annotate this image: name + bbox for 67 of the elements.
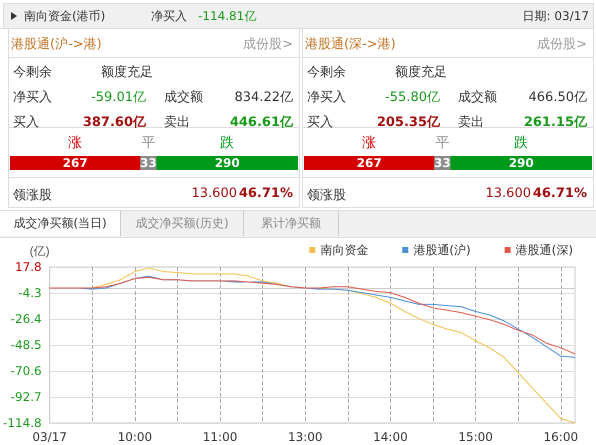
y-tick-label: -92.7 <box>10 390 42 404</box>
text: 今剩余 <box>307 64 346 81</box>
data-label: 267 <box>62 156 88 170</box>
text: 466.50亿 <box>528 89 587 106</box>
y-axis-title: (亿) <box>30 244 50 258</box>
x-tick-label: 10:00 <box>118 430 152 444</box>
x-tick-label: 16:00 <box>544 430 578 444</box>
text: 领涨股 <box>307 187 346 204</box>
x-tick-label: 11:00 <box>202 430 238 444</box>
text: 领涨股 <box>13 187 52 204</box>
text: 446.61亿 <box>230 114 293 131</box>
text: 成份股> <box>537 36 587 53</box>
text: 累计净买额 <box>244 211 339 236</box>
text: 买入 <box>13 114 39 131</box>
text: 13.600 <box>192 186 237 201</box>
legend-label: 港股通(深) <box>516 243 574 257</box>
text: 834.22亿 <box>234 89 293 106</box>
text: 日期: 03/17 <box>522 8 589 25</box>
y-tick-label: -70.6 <box>10 364 42 378</box>
y-tick-label: 17.8 <box>14 260 42 274</box>
text: 额度充足 <box>395 64 447 81</box>
text: 成交净买额(历史) <box>121 211 244 236</box>
y-tick-label: -114.8 <box>2 416 42 430</box>
text: 卖出 <box>164 114 190 131</box>
text: 卖出 <box>458 114 484 131</box>
text: 净买入 <box>151 8 187 25</box>
series-label: 跌 <box>220 135 234 151</box>
text: 买入 <box>307 114 333 131</box>
series-label: 涨 <box>68 135 82 151</box>
text: 46.71% <box>532 186 587 201</box>
legend-label: 港股通(沪) <box>413 243 471 257</box>
y-tick-label: -4.3 <box>18 286 42 300</box>
data-label: 290 <box>508 156 534 170</box>
text: 额度充足 <box>101 64 153 81</box>
text: 净买入 <box>307 89 346 106</box>
text: 成交额 <box>164 89 203 106</box>
text: 13.600 <box>486 186 531 201</box>
text: 387.60亿 <box>82 114 146 131</box>
legend-label: 南向资金 <box>320 243 368 257</box>
x-tick-label: 14:00 <box>373 430 408 444</box>
text: 成份股> <box>243 36 293 53</box>
series-label: 跌 <box>514 135 528 151</box>
series-label: 平 <box>141 135 156 151</box>
data-label: 267 <box>356 156 382 170</box>
series-label: 涨 <box>362 135 376 151</box>
text: 港股通(沪->港) <box>11 36 102 53</box>
data-label: 33 <box>434 156 451 170</box>
series-label: 平 <box>435 135 450 151</box>
x-tick-label: 15:00 <box>458 430 493 444</box>
x-tick-label: 13:00 <box>288 430 323 444</box>
text: 46.71% <box>238 186 293 201</box>
text: 成交额 <box>458 89 497 106</box>
y-tick-label: -48.5 <box>10 338 42 352</box>
text: 净买入 <box>13 89 52 106</box>
text: -55.80亿 <box>385 89 440 106</box>
y-tick-label: -26.4 <box>10 312 42 326</box>
text: -114.81亿 <box>198 8 256 25</box>
text: -59.01亿 <box>91 89 146 106</box>
data-label: 290 <box>214 156 240 170</box>
text: 南向资金(港币) <box>24 8 106 25</box>
data-label: 33 <box>140 156 157 170</box>
text: 今剩余 <box>13 64 52 81</box>
text: 成交净买额(当日) <box>0 211 121 236</box>
text: 261.15亿 <box>524 114 587 131</box>
x-tick-label: 03/17 <box>32 430 67 444</box>
text: 港股通(深->港) <box>305 36 396 53</box>
text: 205.35亿 <box>376 114 440 131</box>
